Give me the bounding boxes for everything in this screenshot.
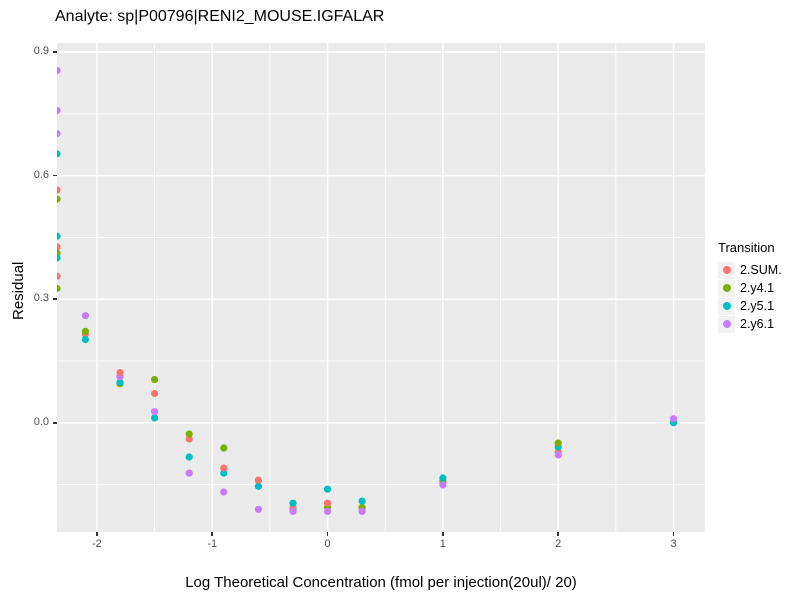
data-point <box>116 378 124 387</box>
data-point <box>151 376 159 384</box>
plot-title: Analyte: sp|P00796|RENI2_MOUSE.IGFALAR <box>55 8 385 25</box>
data-point <box>57 186 61 194</box>
data-point <box>185 430 193 438</box>
data-point <box>57 67 61 75</box>
x-tick-label: -1 <box>207 538 218 550</box>
legend-key <box>718 297 735 315</box>
x-tick-mark <box>96 532 98 536</box>
plot-canvas <box>57 43 705 532</box>
data-point <box>254 482 262 490</box>
legend-items: 2.SUM. 2.y4.1 2.y5.1 2.y6.1 <box>718 261 782 333</box>
y-tick-label: 0.0 <box>33 415 49 428</box>
data-point <box>81 327 89 335</box>
data-point <box>220 488 228 496</box>
data-point <box>439 474 447 482</box>
x-tick-label: -2 <box>92 538 102 550</box>
x-tick-label: 0 <box>324 538 331 550</box>
data-point <box>116 369 124 377</box>
x-tick-mark <box>442 532 444 536</box>
data-point <box>554 451 562 459</box>
data-point <box>439 481 447 489</box>
data-point <box>254 505 262 513</box>
data-point <box>57 284 61 293</box>
legend-item: 2.y5.1 <box>718 297 782 315</box>
data-point <box>254 476 262 484</box>
data-point <box>185 469 193 477</box>
data-point <box>57 195 61 203</box>
x-axis-title: Log Theoretical Concentration (fmol per … <box>185 574 577 591</box>
x-tick-mark <box>326 532 329 536</box>
data-point <box>220 469 228 477</box>
data-point <box>358 497 366 505</box>
legend-key <box>718 279 735 297</box>
legend-label: 2.SUM. <box>740 263 782 277</box>
y-tick-label: 0.3 <box>33 292 49 305</box>
legend-item: 2.SUM. <box>718 261 782 279</box>
legend-item: 2.y4.1 <box>718 279 782 297</box>
y-tick-mark <box>53 298 57 300</box>
legend: Transition 2.SUM. 2.y4.1 2.y5.1 2.y6.1 <box>718 240 782 333</box>
data-point <box>323 499 332 507</box>
data-point <box>57 232 61 240</box>
data-point <box>57 150 61 158</box>
x-tick-label: 3 <box>670 538 677 550</box>
data-point <box>57 272 61 280</box>
legend-dot-icon <box>722 302 731 310</box>
data-point <box>57 130 61 138</box>
data-point <box>151 390 159 398</box>
y-tick-mark <box>53 174 57 177</box>
legend-label: 2.y4.1 <box>740 281 775 295</box>
data-point <box>323 485 332 493</box>
data-point <box>151 414 159 422</box>
legend-item: 2.y6.1 <box>718 315 782 333</box>
legend-dot-icon <box>722 284 731 292</box>
data-point <box>57 243 61 251</box>
legend-dot-icon <box>722 266 731 274</box>
data-point <box>220 464 228 472</box>
y-tick-mark <box>53 422 57 424</box>
data-point <box>185 453 193 461</box>
data-point <box>81 336 89 344</box>
legend-label: 2.y6.1 <box>740 317 775 331</box>
legend-key <box>718 261 735 279</box>
x-tick-label: 2 <box>555 538 562 550</box>
x-tick-mark <box>557 532 559 536</box>
legend-key <box>718 315 735 333</box>
y-tick-label: 0.9 <box>33 45 49 58</box>
data-point <box>289 507 297 515</box>
legend-title: Transition <box>718 240 775 255</box>
y-tick-mark <box>53 51 57 53</box>
x-tick-mark <box>672 532 675 536</box>
data-point <box>81 312 89 320</box>
data-point <box>358 507 366 515</box>
legend-dot-icon <box>722 320 731 328</box>
data-point <box>57 254 61 262</box>
data-point <box>151 408 159 416</box>
x-tick-mark <box>211 532 213 536</box>
legend-label: 2.y5.1 <box>740 299 775 313</box>
data-point <box>289 499 297 507</box>
y-tick-label: 0.6 <box>33 168 49 181</box>
data-point <box>57 107 61 115</box>
y-axis-title: Residual <box>10 261 27 320</box>
data-point <box>554 439 562 447</box>
x-tick-label: 1 <box>439 538 446 550</box>
data-point <box>323 507 332 515</box>
data-point <box>220 444 228 452</box>
plot-panel <box>57 43 705 532</box>
data-point <box>669 415 678 423</box>
